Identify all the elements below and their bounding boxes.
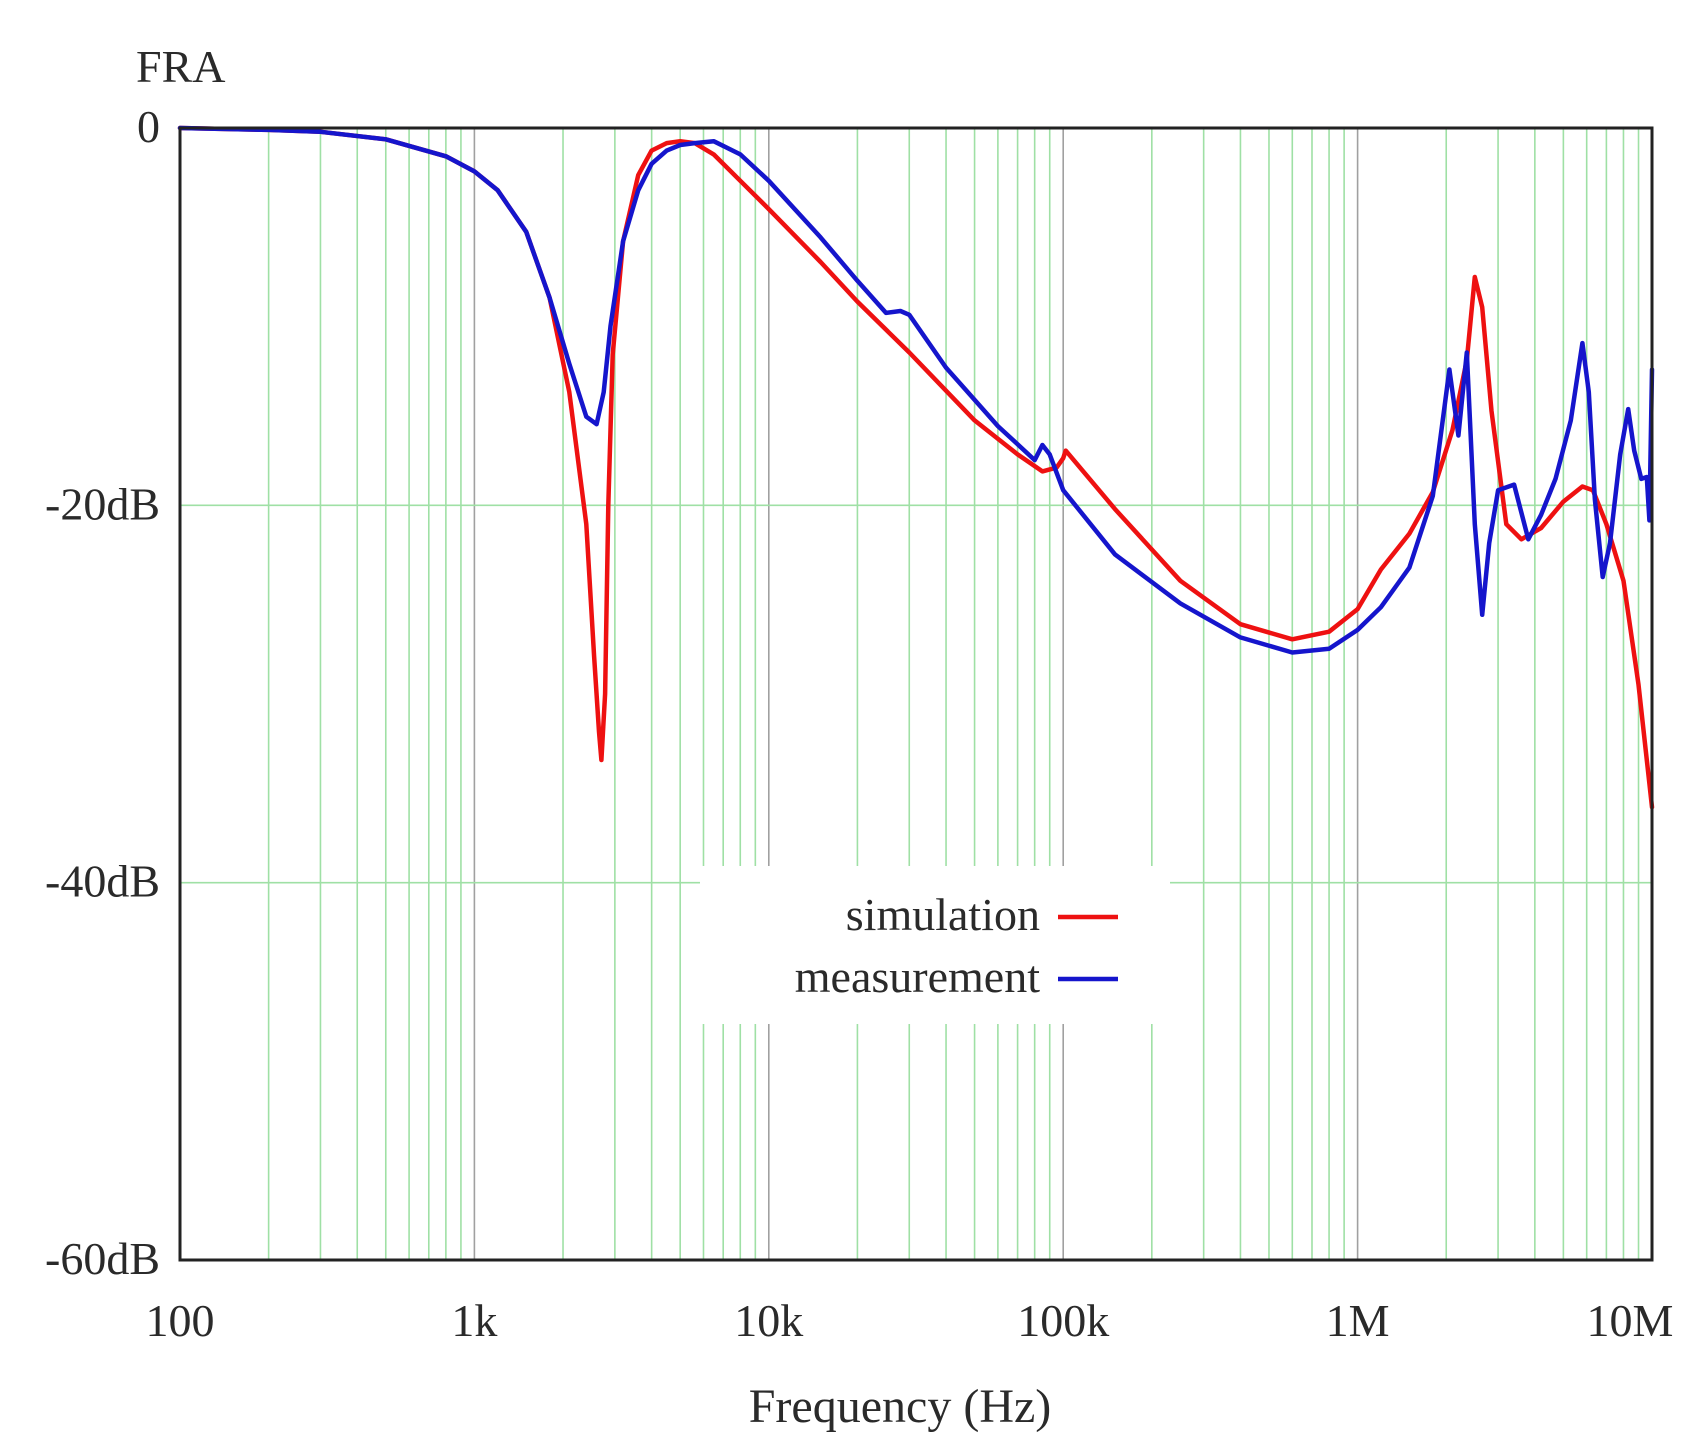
legend-label: measurement: [795, 951, 1040, 1002]
x-tick-label: 10M: [1587, 1295, 1674, 1346]
chart-title: FRA: [136, 41, 225, 92]
plot-frame: [178, 126, 1654, 1262]
x-axis-label: Frequency (Hz): [749, 1380, 1052, 1433]
y-tick-labels: 0 -20dB -40dB -60dB: [45, 101, 160, 1284]
x-tick-label: 1M: [1326, 1295, 1390, 1346]
legend-label: simulation: [846, 889, 1040, 940]
x-tick-label: 10k: [734, 1295, 803, 1346]
x-tick-labels: 100 1k 10k 100k 1M 10M: [146, 1295, 1674, 1346]
y-tick-label: -60dB: [45, 1233, 160, 1284]
series-line-simulation: [177, 125, 1655, 810]
series-line-measurement: [177, 125, 1655, 655]
legend: simulation measurement: [700, 866, 1170, 1024]
minor-gridlines: [267, 128, 1640, 1260]
y-tick-label: -40dB: [45, 856, 160, 907]
x-tick-label: 100k: [1017, 1295, 1109, 1346]
y-tick-label: -20dB: [45, 478, 160, 529]
x-tick-label: 1k: [451, 1295, 497, 1346]
y-tick-label: 0: [137, 101, 160, 152]
series-lines: [177, 125, 1655, 810]
legend-box: [700, 866, 1170, 1024]
x-tick-label: 100: [146, 1295, 215, 1346]
